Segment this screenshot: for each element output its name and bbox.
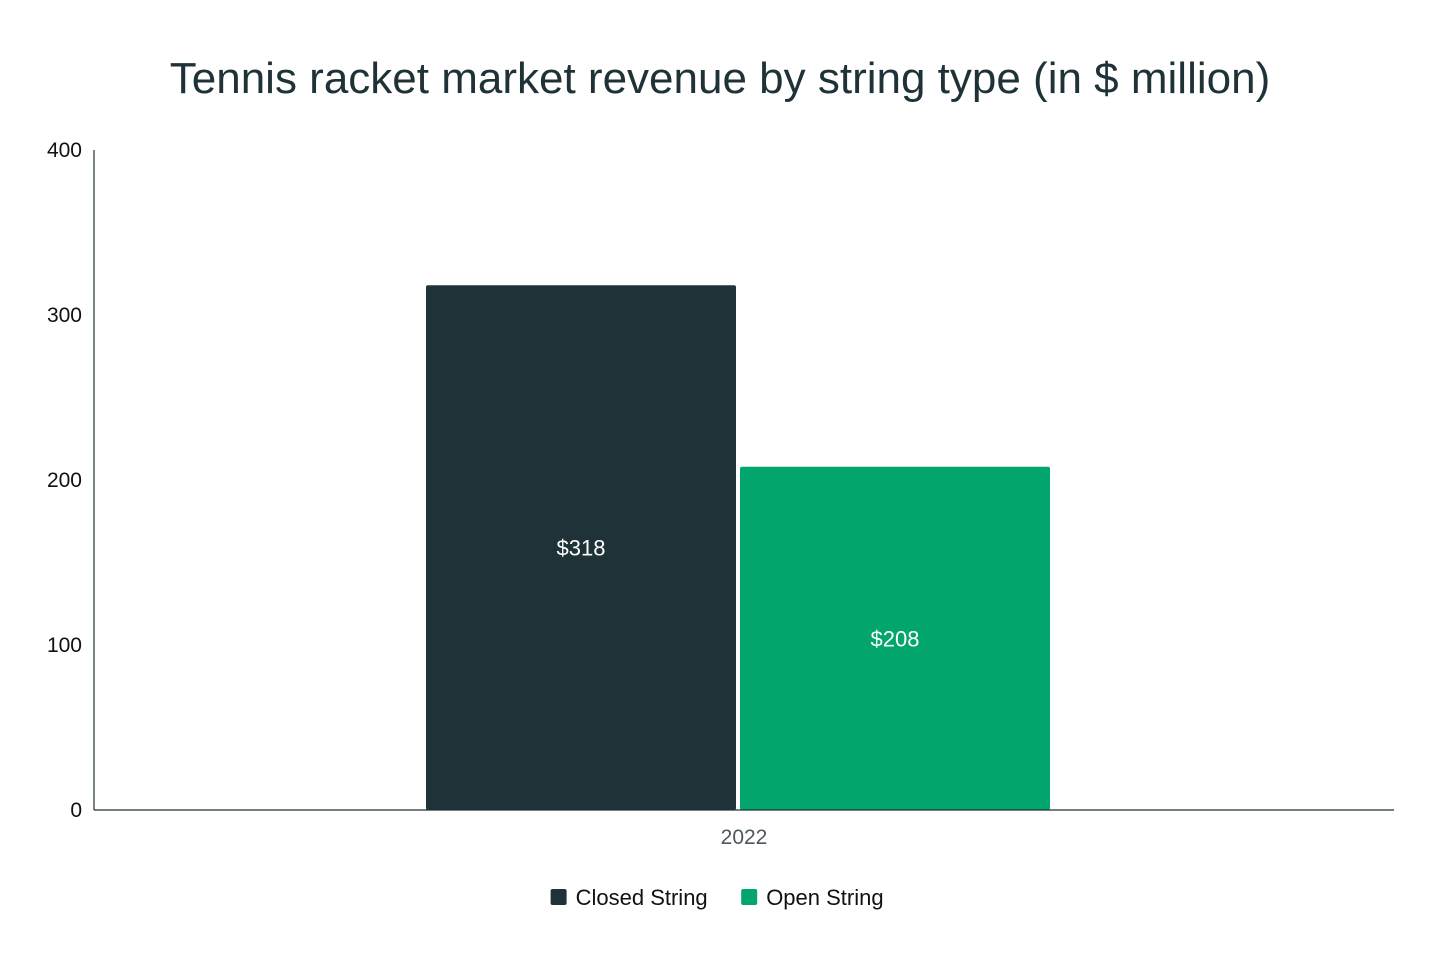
y-tick-label: 300 — [47, 304, 82, 327]
y-axis: 0 100 200 300 400 — [47, 139, 95, 822]
legend-label: Closed String — [576, 885, 708, 910]
legend-swatch — [741, 889, 758, 905]
bars: $318 $208 — [426, 285, 1050, 810]
chart-title: Tennis racket market revenue by string t… — [170, 54, 1270, 103]
y-tick-label: 0 — [70, 799, 82, 822]
data-label: $318 — [557, 536, 606, 561]
bar-open-string — [740, 466, 1050, 810]
y-tick-label: 200 — [47, 469, 82, 492]
x-axis: 2022 — [94, 809, 1394, 849]
x-tick-label: 2022 — [721, 826, 768, 849]
data-label: $208 — [871, 626, 920, 651]
bar-closed-string — [426, 285, 736, 810]
legend-swatch — [550, 889, 567, 905]
y-tick-label: 400 — [47, 139, 82, 162]
y-tick-label: 100 — [47, 634, 82, 657]
legend-label: Open String — [766, 885, 883, 910]
legend: Closed String Open String — [550, 885, 884, 910]
